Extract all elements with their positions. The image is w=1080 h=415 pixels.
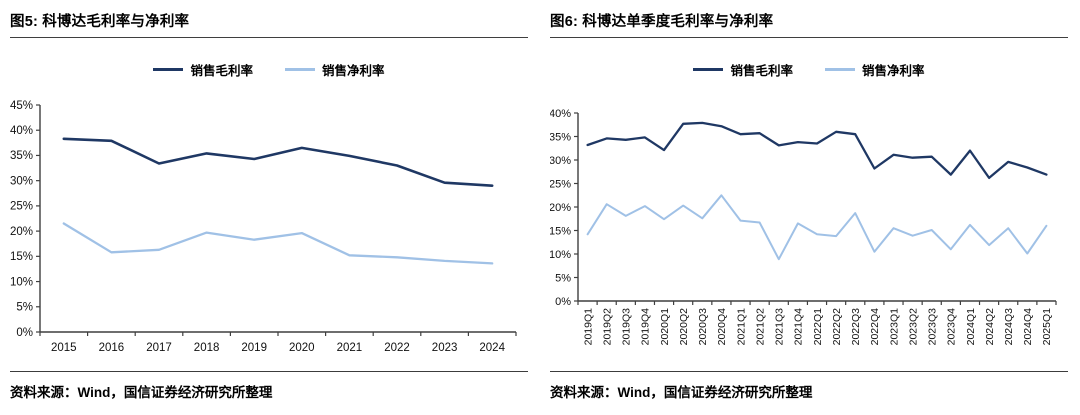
figure6-title: 图6: 科博达单季度毛利率与净利率 (550, 8, 1068, 38)
svg-text:30%: 30% (10, 175, 33, 187)
legend-label-net-margin: 销售净利率 (862, 64, 925, 78)
figure5-legend: 销售毛利率 销售净利率 (10, 60, 528, 79)
svg-text:45%: 45% (10, 100, 33, 112)
svg-text:2020Q4: 2020Q4 (716, 308, 728, 346)
svg-text:2022Q1: 2022Q1 (812, 308, 824, 346)
svg-text:35%: 35% (550, 131, 571, 143)
svg-text:2024Q2: 2024Q2 (984, 308, 996, 346)
svg-text:2019Q1: 2019Q1 (582, 308, 594, 346)
figure5-source-note: 资料来源：Wind，国信证券经济研究所整理 (10, 371, 528, 401)
svg-text:2021Q2: 2021Q2 (754, 308, 766, 346)
svg-text:2019Q2: 2019Q2 (602, 308, 614, 346)
svg-text:2017: 2017 (146, 342, 172, 354)
svg-text:2025Q1: 2025Q1 (1041, 308, 1053, 346)
svg-text:20%: 20% (10, 226, 33, 238)
legend-item-net-margin: 销售净利率 (825, 60, 925, 79)
legend-item-net-margin: 销售净利率 (285, 60, 385, 79)
figure5-panel: 图5: 科博达毛利率与净利率 销售毛利率 销售净利率 0% 5% 10% 15% 20%… (10, 8, 528, 401)
figure6-panel: 图6: 科博达单季度毛利率与净利率 销售毛利率 销售净利率 0% 5% 10% 15%… (540, 0, 1080, 415)
svg-text:2016: 2016 (99, 342, 125, 354)
svg-text:35%: 35% (10, 150, 33, 162)
figure6-legend: 销售毛利率 销售净利率 (550, 60, 1068, 79)
svg-text:2024: 2024 (479, 342, 505, 354)
svg-text:2024Q4: 2024Q4 (1022, 308, 1034, 346)
legend-label-gross-margin: 销售毛利率 (190, 64, 253, 78)
legend-item-gross-margin: 销售毛利率 (693, 60, 793, 79)
svg-text:2023Q4: 2023Q4 (946, 308, 958, 346)
svg-text:40%: 40% (550, 108, 571, 120)
svg-text:2021: 2021 (337, 342, 363, 354)
gross-margin-line-swatch (153, 68, 184, 71)
svg-text:2020Q3: 2020Q3 (697, 308, 709, 346)
svg-text:2022Q2: 2022Q2 (831, 308, 843, 346)
svg-text:2018: 2018 (194, 342, 220, 354)
svg-text:2024Q1: 2024Q1 (965, 308, 977, 346)
svg-text:2019Q4: 2019Q4 (640, 308, 652, 346)
svg-text:15%: 15% (10, 251, 33, 263)
svg-text:2020Q2: 2020Q2 (678, 308, 690, 346)
svg-text:2021Q3: 2021Q3 (774, 308, 786, 346)
svg-text:2019Q3: 2019Q3 (621, 308, 633, 346)
svg-text:2021Q4: 2021Q4 (793, 308, 805, 346)
svg-text:2024Q3: 2024Q3 (1003, 308, 1015, 346)
svg-text:2023Q2: 2023Q2 (907, 308, 919, 346)
svg-text:2022: 2022 (384, 342, 410, 354)
svg-text:0%: 0% (16, 327, 33, 339)
svg-text:2023Q3: 2023Q3 (927, 308, 939, 346)
legend-label-gross-margin: 销售毛利率 (730, 64, 793, 78)
svg-text:2019: 2019 (241, 342, 267, 354)
svg-text:10%: 10% (10, 276, 33, 288)
svg-text:2022Q4: 2022Q4 (869, 308, 881, 346)
svg-text:5%: 5% (555, 272, 571, 284)
figure5-title: 图5: 科博达毛利率与净利率 (10, 8, 528, 38)
svg-text:20%: 20% (550, 202, 571, 214)
svg-text:25%: 25% (10, 201, 33, 213)
svg-text:5%: 5% (16, 302, 33, 314)
legend-label-net-margin: 销售净利率 (322, 64, 385, 78)
legend-item-gross-margin: 销售毛利率 (153, 60, 253, 79)
net-margin-line-swatch (825, 68, 855, 71)
svg-text:2020Q1: 2020Q1 (659, 308, 671, 346)
quarterly-margin-line-chart: 0% 5% 10% 15% 20% 25% 30% 35% 40% 2019Q1 2019Q2 201… (550, 108, 1057, 346)
gross-margin-line-swatch (693, 68, 724, 71)
svg-text:2015: 2015 (51, 342, 77, 354)
figure6-source-note: 资料来源：Wind，国信证券经济研究所整理 (550, 371, 1068, 401)
svg-text:10%: 10% (550, 249, 571, 261)
svg-text:2023: 2023 (432, 342, 458, 354)
svg-text:30%: 30% (550, 155, 571, 167)
svg-text:2021Q1: 2021Q1 (735, 308, 747, 346)
annual-margin-line-chart: 0% 5% 10% 15% 20% 25% 30% 35% 40% 45% 2015 2016 2017… (10, 100, 517, 354)
svg-text:0%: 0% (555, 296, 571, 308)
svg-text:25%: 25% (550, 178, 571, 190)
svg-text:40%: 40% (10, 125, 33, 137)
svg-text:2022Q3: 2022Q3 (850, 308, 862, 346)
svg-text:15%: 15% (550, 225, 571, 237)
svg-text:2020: 2020 (289, 342, 315, 354)
net-margin-line-swatch (285, 68, 315, 71)
svg-text:2023Q1: 2023Q1 (888, 308, 900, 346)
